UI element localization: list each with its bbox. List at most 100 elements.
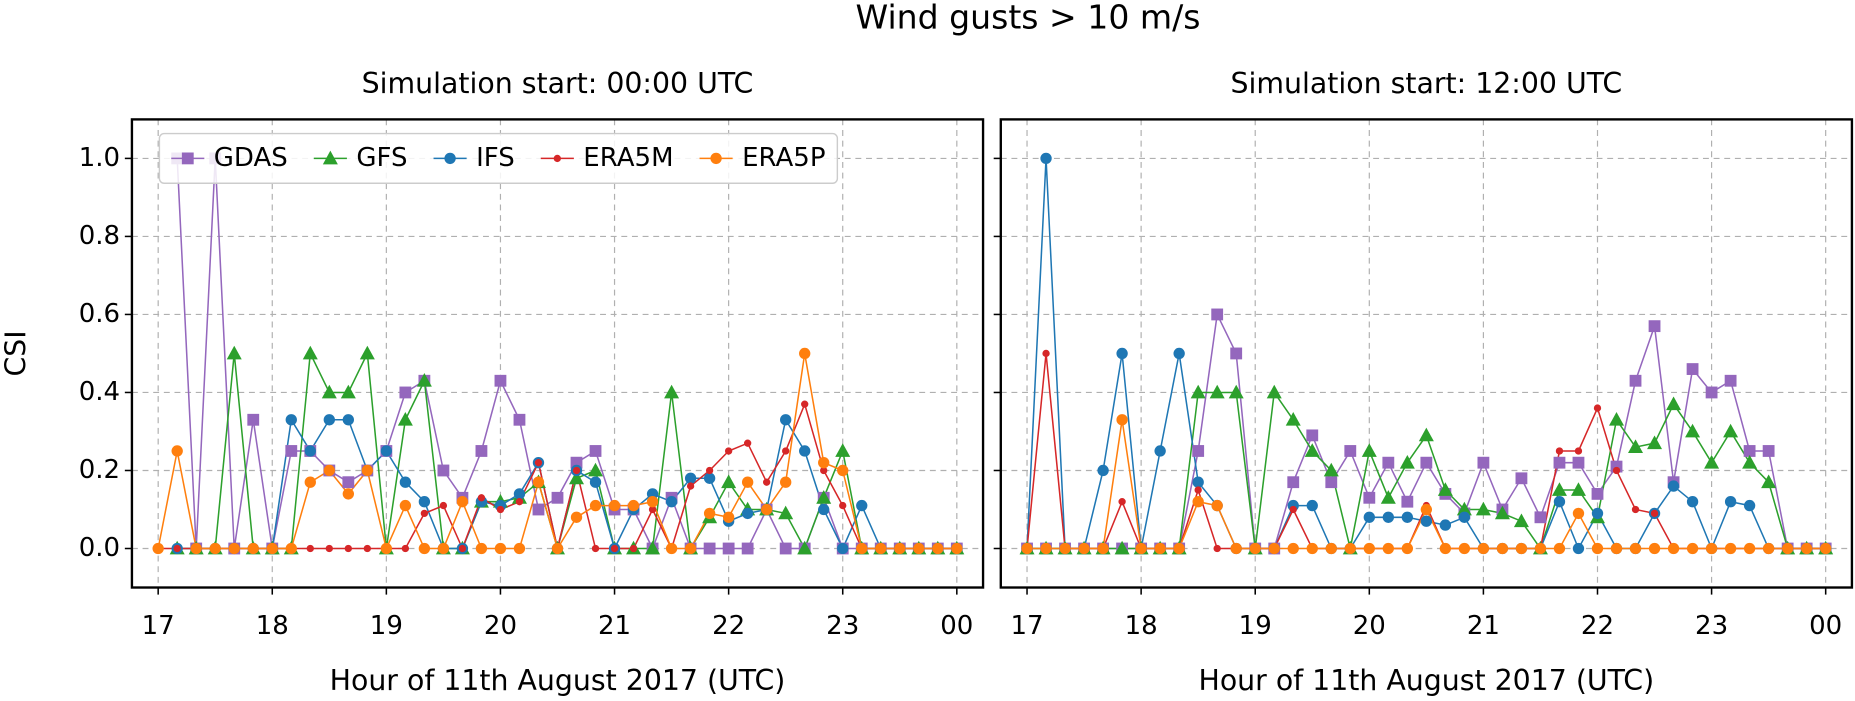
- marker: [1820, 542, 1832, 555]
- marker: [1154, 542, 1166, 555]
- marker: [1173, 542, 1185, 555]
- marker: [1401, 495, 1414, 508]
- y-axis-label: CSI: [0, 330, 32, 376]
- legend-marker: [322, 150, 338, 165]
- marker: [1724, 496, 1737, 508]
- marker: [1515, 542, 1528, 555]
- marker: [610, 544, 619, 553]
- marker: [779, 542, 792, 555]
- marker: [1363, 491, 1376, 504]
- marker: [664, 384, 680, 399]
- marker: [1762, 542, 1775, 555]
- x-tick-label: 21: [598, 611, 631, 641]
- marker: [741, 542, 754, 555]
- marker: [513, 413, 526, 426]
- marker: [1631, 505, 1640, 514]
- marker: [1040, 152, 1052, 165]
- marker: [1154, 445, 1166, 457]
- marker: [1211, 308, 1224, 321]
- x-tick-label: 23: [826, 611, 859, 641]
- marker: [1612, 466, 1621, 475]
- marker: [1059, 542, 1071, 555]
- marker: [1553, 456, 1566, 469]
- marker: [818, 457, 830, 469]
- marker: [515, 498, 524, 506]
- marker: [456, 496, 469, 508]
- marker: [342, 488, 355, 500]
- marker: [399, 386, 412, 399]
- marker: [780, 476, 792, 488]
- legend-label: GFS: [356, 143, 407, 173]
- marker: [1667, 542, 1680, 555]
- marker: [743, 439, 752, 447]
- x-tick-label: 17: [1010, 611, 1043, 641]
- x-tick-label: 00: [1809, 611, 1842, 641]
- marker: [285, 414, 297, 426]
- marker: [475, 445, 488, 457]
- marker: [380, 445, 393, 457]
- marker: [1209, 384, 1225, 399]
- marker: [629, 544, 638, 553]
- x-tick-label: 20: [484, 611, 517, 641]
- figure-title: Wind gusts > 10 m/s: [855, 0, 1200, 36]
- marker: [325, 544, 333, 553]
- marker: [1078, 542, 1090, 555]
- marker: [228, 542, 240, 555]
- marker: [1513, 513, 1529, 528]
- marker: [1173, 347, 1185, 360]
- marker: [1743, 542, 1756, 555]
- marker: [1192, 496, 1204, 508]
- marker: [837, 464, 849, 477]
- marker: [304, 476, 316, 488]
- marker: [589, 499, 602, 512]
- marker: [856, 499, 868, 512]
- marker: [1194, 486, 1202, 494]
- marker: [1306, 499, 1318, 512]
- marker: [209, 542, 221, 555]
- marker: [1382, 456, 1395, 469]
- marker: [782, 447, 790, 455]
- legend-marker: [710, 152, 722, 165]
- marker: [684, 472, 697, 484]
- marker: [437, 542, 450, 555]
- marker: [1685, 423, 1701, 438]
- marker: [1437, 482, 1453, 496]
- marker: [1363, 511, 1375, 523]
- marker: [1418, 427, 1434, 442]
- marker: [418, 542, 431, 555]
- marker: [1439, 542, 1452, 555]
- marker: [1572, 507, 1585, 520]
- marker: [1304, 443, 1320, 457]
- marker: [190, 542, 202, 555]
- marker: [1704, 454, 1720, 469]
- x-tick-label: 19: [370, 611, 403, 641]
- marker: [399, 499, 412, 512]
- marker: [801, 400, 809, 408]
- marker: [1323, 462, 1339, 477]
- marker: [1135, 542, 1147, 555]
- marker: [816, 490, 832, 504]
- marker: [1287, 476, 1300, 489]
- marker: [1116, 414, 1128, 426]
- marker: [532, 476, 545, 488]
- marker: [1249, 542, 1261, 555]
- marker: [1650, 509, 1659, 518]
- marker: [1705, 542, 1718, 555]
- marker: [1116, 347, 1128, 360]
- marker: [588, 462, 604, 477]
- marker: [361, 464, 374, 477]
- marker: [1629, 542, 1642, 555]
- marker: [1382, 542, 1395, 555]
- marker: [551, 542, 564, 555]
- marker: [477, 494, 486, 502]
- marker: [437, 464, 450, 477]
- marker: [152, 542, 164, 555]
- marker: [1496, 542, 1509, 555]
- marker: [1781, 542, 1794, 555]
- marker: [762, 478, 771, 486]
- marker: [1609, 412, 1625, 426]
- marker: [1344, 445, 1357, 457]
- legend-label: ERA5P: [742, 143, 825, 173]
